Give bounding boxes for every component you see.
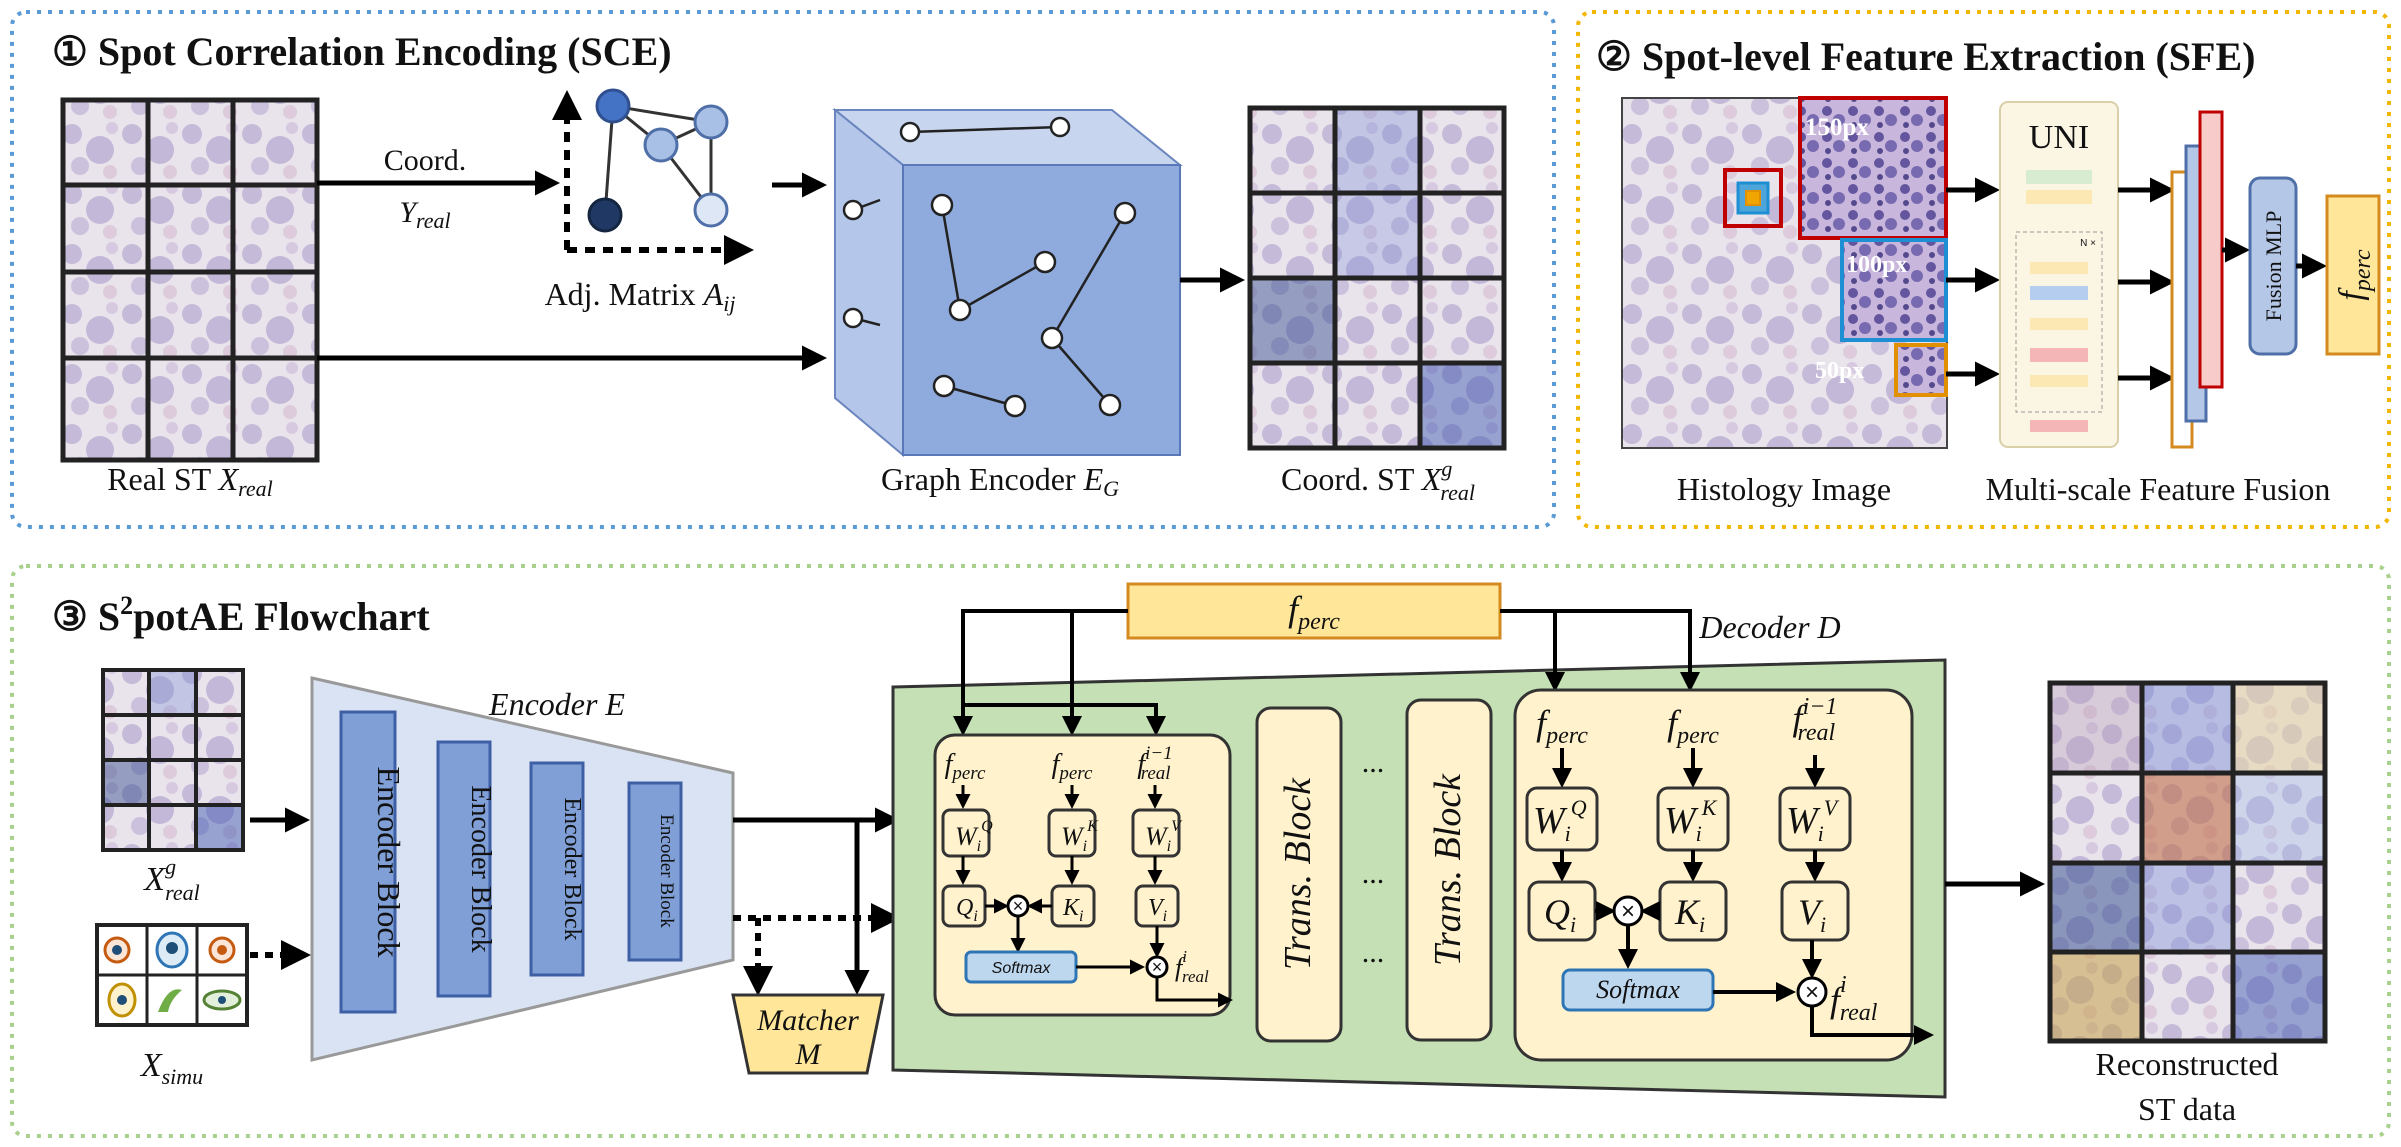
svg-text:Qi: Qi [956, 895, 978, 925]
matcher-m: Matcher M [731, 993, 885, 1075]
reconstructed-label-1: Reconstructed [2095, 1046, 2278, 1082]
svg-text:×: × [1152, 957, 1163, 977]
svg-text:Vi: Vi [1798, 892, 1826, 937]
uni-module: UNI N × [1999, 101, 2119, 448]
svg-text:M: M [795, 1038, 823, 1071]
svg-text:×: × [1013, 896, 1024, 916]
svg-text:×: × [1805, 979, 1819, 1006]
coord-st-grid [1247, 105, 1507, 451]
reconstructed-label-2: ST data [2138, 1091, 2236, 1127]
crop-150px: 150px [1798, 96, 1948, 240]
ellipsis-2: ... [1362, 857, 1385, 890]
encoder-label: Encoder E [488, 686, 625, 722]
histology-image-label: Histology Image [1677, 471, 1891, 507]
svg-text:Softmax: Softmax [992, 960, 1052, 977]
ellipsis-1: ... [1362, 746, 1385, 779]
svg-text:Matcher: Matcher [756, 1004, 859, 1037]
encoder-e [310, 676, 735, 1062]
svg-text:WiV: WiV [1786, 795, 1840, 846]
svg-text:Encoder Block: Encoder Block [656, 814, 677, 928]
svg-text:Qi: Qi [1544, 892, 1576, 937]
svg-text:150px: 150px [1805, 114, 1869, 141]
trans-block-1: Trans. Block [1255, 706, 1343, 1043]
decoder-label: Decoder D [1698, 609, 1840, 645]
input-xg-grid [101, 668, 245, 852]
real-st-label: Real ST Xreal [107, 461, 273, 501]
flowchart-title: ③ S2potAE Flowchart [52, 591, 430, 639]
svg-text:Vi: Vi [1148, 895, 1167, 925]
fperc-box-sfe: fperc [2325, 194, 2381, 356]
feature-bar-red [2198, 110, 2224, 389]
crop-50px: 50px [1815, 343, 1948, 397]
svg-text:fperc: fperc [1052, 749, 1093, 784]
svg-text:WiK: WiK [1664, 795, 1718, 846]
svg-text:Softmax: Softmax [1596, 975, 1680, 1004]
svg-text:WiV: WiV [1145, 818, 1183, 855]
adjacency-graph [552, 88, 754, 265]
svg-text:N ×: N × [2080, 238, 2096, 249]
svg-text:Trans. Block: Trans. Block [1277, 777, 1319, 970]
xg-real-label: Xg real [142, 854, 199, 905]
input-xsimu-grid [95, 923, 249, 1027]
encoder-block-1: Encoder Block [339, 710, 407, 1014]
encoder-block-4: Encoder Block [627, 781, 683, 962]
svg-text:Trans. Block: Trans. Block [1427, 773, 1469, 966]
ellipsis-3: ... [1362, 936, 1385, 969]
attention-block-small: fperc fperc fi−1 real WiQ WiK WiV Qi Ki V… [933, 733, 1233, 1017]
encoder-block-3: Encoder Block [529, 761, 585, 977]
svg-text:×: × [1621, 898, 1635, 925]
svg-text:Ki: Ki [1062, 895, 1083, 925]
coord-st-label: Coord. ST Xg real [1281, 456, 1475, 505]
xsimu-label: Xsimu [139, 1047, 203, 1089]
svg-text:Ki: Ki [1674, 892, 1705, 937]
graph-encoder-box [832, 107, 1183, 458]
svg-text:fperc: fperc [945, 749, 986, 784]
graph-encoder-label: Graph Encoder EG [881, 461, 1119, 501]
svg-text:Encoder Block: Encoder Block [559, 797, 585, 940]
svg-text:WiK: WiK [1061, 818, 1099, 855]
real-st-grid [60, 97, 320, 463]
sfe-panel-border [1576, 10, 2391, 529]
svg-text:Encoder Block: Encoder Block [371, 766, 407, 957]
sce-title: ① Spot Correlation Encoding (SCE) [52, 29, 672, 74]
fperc-box-top: fperc [1126, 582, 1502, 640]
sfe-title: ② Spot-level Feature Extraction (SFE) [1596, 34, 2255, 79]
attention-block-large: fperc fperc fi−1 real WiQ WiK WiV Qi Ki V… [1513, 688, 1934, 1062]
encoder-block-2: Encoder Block [436, 740, 496, 998]
svg-text:100px: 100px [1846, 252, 1907, 278]
fusion-mlp-box: Fusion MLP [2248, 176, 2298, 356]
svg-text:UNI: UNI [2029, 119, 2089, 156]
multiscale-fusion-label: Multi-scale Feature Fusion [1986, 471, 2331, 507]
svg-text:50px: 50px [1815, 358, 1864, 384]
coord-label: Coord. [384, 144, 467, 177]
svg-text:fperc: fperc [1288, 589, 1340, 635]
svg-text:Encoder Block: Encoder Block [465, 785, 496, 952]
svg-text:WiQ: WiQ [1533, 795, 1587, 846]
reconstructed-st-grid [2047, 680, 2328, 1044]
adj-matrix-label: Adj. Matrix Aij [545, 276, 736, 316]
crop-100px: 100px [1840, 238, 1948, 342]
trans-block-2: Trans. Block [1405, 698, 1493, 1042]
svg-text:WiQ: WiQ [955, 818, 993, 855]
flowchart-panel-border [10, 564, 2391, 1138]
coord-var: Yreal [399, 196, 450, 233]
svg-text:Fusion MLP: Fusion MLP [2261, 211, 2286, 322]
